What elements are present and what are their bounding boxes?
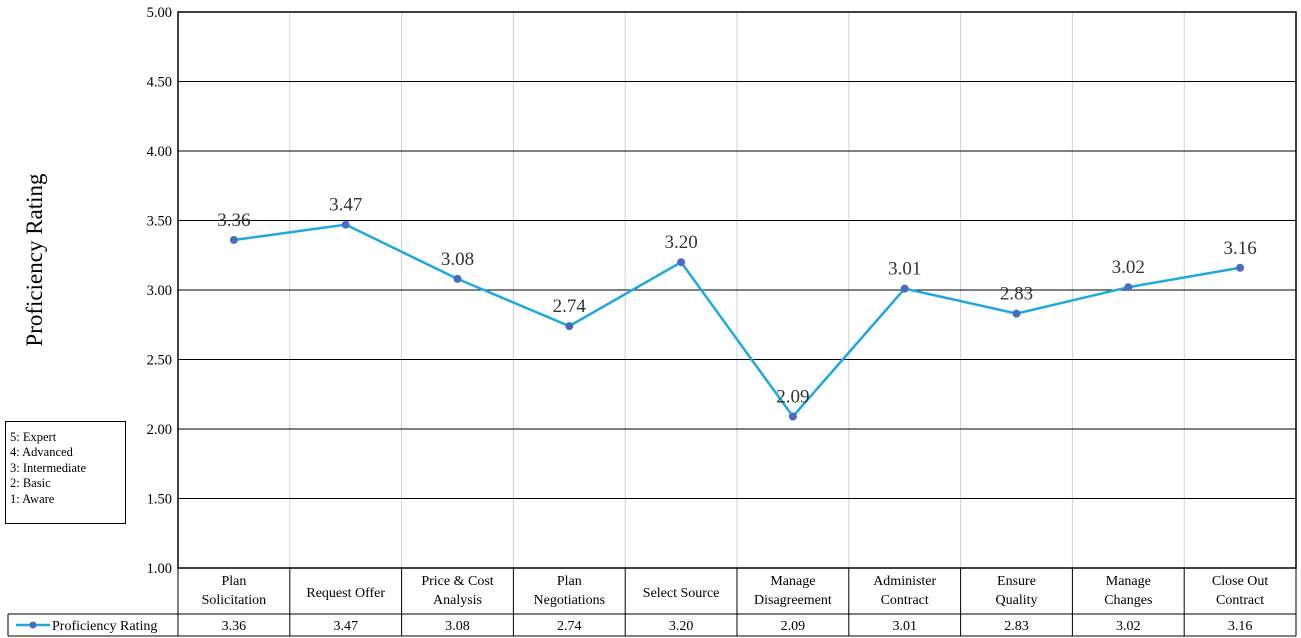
table-value: 2.09	[781, 619, 806, 634]
y-tick-label: 2.50	[147, 353, 172, 369]
scale-legend: 5: Expert 4: Advanced 3: Intermediate 2:…	[5, 421, 126, 524]
scale-legend-item: 5: Expert	[10, 430, 57, 444]
table-legend-marker	[29, 621, 37, 629]
scale-legend-item: 3: Intermediate	[10, 460, 87, 475]
data-label: 3.20	[664, 232, 697, 253]
y-tick-label: 3.50	[147, 214, 172, 230]
data-label: 3.01	[888, 259, 921, 280]
data-label: 3.36	[217, 210, 250, 231]
data-point	[677, 258, 686, 267]
table-value: 3.47	[333, 619, 358, 634]
y-tick-label: 5.00	[147, 5, 172, 21]
category-label: Administer	[873, 574, 936, 589]
data-label: 3.47	[329, 195, 362, 216]
category-label: Ensure	[997, 574, 1036, 589]
data-point	[1236, 263, 1245, 272]
scale-legend-item: 2: Basic	[10, 476, 51, 491]
data-label: 2.09	[776, 386, 809, 407]
y-tick-label: 4.00	[147, 144, 172, 160]
category-label: Disagreement	[754, 593, 832, 608]
category-label: Analysis	[433, 593, 482, 608]
category-label: Request Offer	[306, 586, 385, 601]
table-value: 2.74	[557, 619, 582, 634]
data-point	[453, 274, 462, 283]
category-label: Price & Cost	[421, 574, 493, 589]
data-label: 2.83	[1000, 284, 1033, 305]
table-legend-label: Proficiency Rating	[52, 619, 157, 634]
data-label: 3.02	[1112, 257, 1145, 278]
table-value: 3.08	[445, 619, 470, 634]
category-label: Plan	[221, 574, 246, 589]
data-label: 2.74	[553, 296, 587, 317]
category-label: Changes	[1104, 593, 1152, 608]
y-tick-label: 1.00	[147, 561, 172, 577]
table-value: 3.36	[222, 619, 247, 634]
table-value: 3.01	[892, 619, 917, 634]
category-label: Quality	[996, 593, 1038, 608]
y-axis-label: Proficiency Rating	[22, 173, 47, 347]
category-label: Contract	[881, 593, 929, 608]
table-value: 3.02	[1116, 619, 1141, 634]
data-label: 3.08	[441, 249, 474, 270]
category-label: Select Source	[643, 586, 720, 601]
y-tick-label: 2.00	[147, 422, 172, 438]
series-line	[233, 223, 1241, 419]
table-value: 3.16	[1228, 619, 1253, 634]
category-label: Close Out	[1212, 574, 1269, 589]
category-label: Solicitation	[202, 593, 267, 608]
data-point	[341, 220, 350, 229]
category-label: Contract	[1216, 593, 1264, 608]
table-value: 3.20	[669, 619, 694, 634]
y-tick-label: 4.50	[147, 75, 172, 91]
y-tick-label: 3.00	[147, 283, 172, 299]
scale-legend-item: 1: Aware	[10, 491, 55, 506]
data-point	[565, 322, 574, 331]
category-label: Negotiations	[534, 593, 606, 608]
category-label: Manage	[1106, 574, 1151, 589]
data-label: 3.16	[1223, 238, 1256, 259]
data-point	[229, 235, 238, 244]
table-value: 2.83	[1004, 619, 1029, 634]
data-point	[900, 284, 909, 293]
category-label: Plan	[557, 574, 582, 589]
y-tick-label: 1.50	[147, 492, 172, 508]
data-point	[788, 412, 797, 421]
category-label: Manage	[770, 574, 815, 589]
data-point	[1012, 309, 1021, 318]
scale-legend-item: 4: Advanced	[10, 445, 73, 460]
data-point	[1124, 283, 1133, 292]
